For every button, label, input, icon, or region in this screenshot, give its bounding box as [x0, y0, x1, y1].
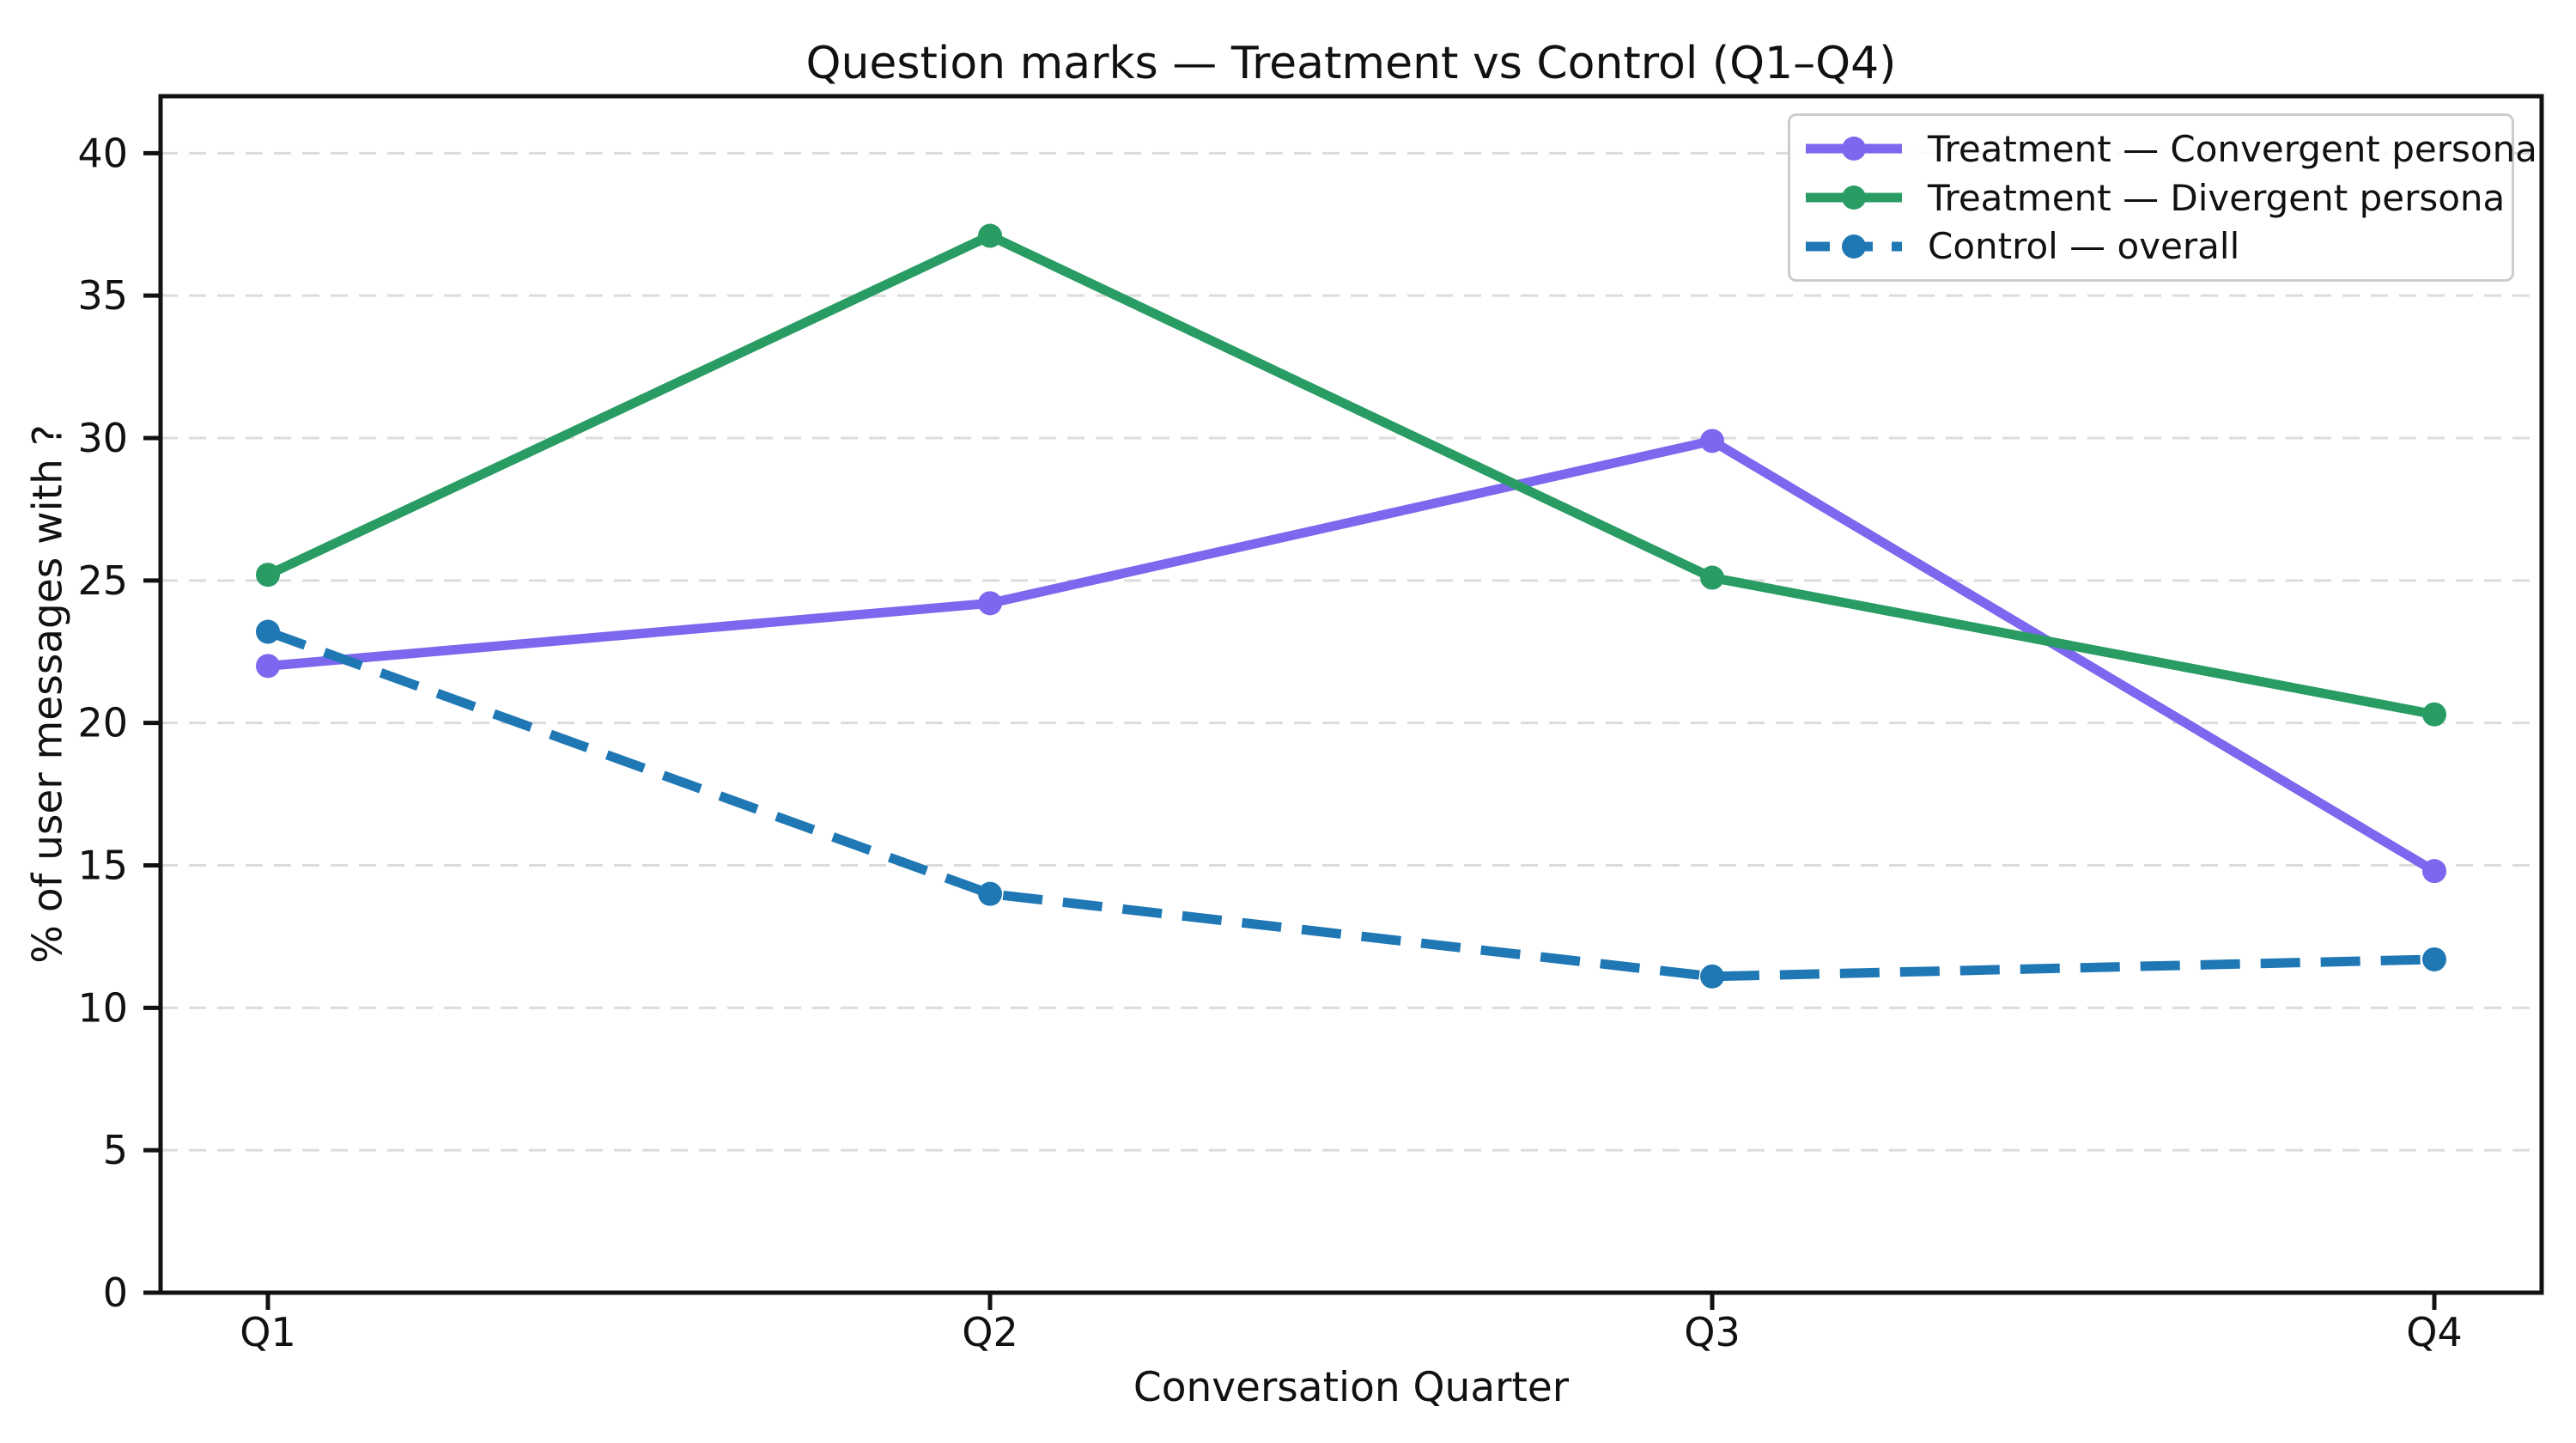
series-0-marker-Q2 — [978, 591, 1002, 616]
y-tick-label-15: 15 — [77, 843, 128, 889]
x-tick-label-Q4: Q4 — [2406, 1309, 2462, 1355]
legend-item-treatment-convergent: Treatment — Convergent persona — [1802, 128, 2537, 170]
series-2-marker-Q2 — [978, 881, 1002, 906]
series-line-2 — [266, 627, 2435, 982]
legend-swatch-line-dot-icon — [1806, 137, 1902, 161]
legend-swatch-dashed-line-dot-icon — [1806, 234, 1902, 259]
y-tick-label-5: 5 — [103, 1127, 128, 1173]
legend-label: Treatment — Convergent persona — [1928, 127, 2537, 170]
series-line-0 — [267, 435, 2437, 875]
y-tick-label-20: 20 — [77, 700, 128, 746]
series-0-marker-Q3 — [1700, 429, 1724, 454]
series-0-marker-Q1 — [256, 654, 280, 679]
series-1-marker-Q1 — [256, 563, 280, 588]
plot-border — [158, 94, 2544, 1295]
series-1-marker-Q3 — [1700, 565, 1724, 590]
y-axis-label: % of user messages with ? — [24, 424, 72, 964]
legend-item-treatment-divergent: Treatment — Divergent persona — [1802, 176, 2506, 219]
series-2-marker-Q4 — [2422, 947, 2446, 971]
x-tick-label-Q3: Q3 — [1684, 1309, 1740, 1355]
legend-label: Control — overall — [1928, 225, 2240, 268]
series-1-marker-Q2 — [978, 223, 1002, 248]
series-line-1 — [265, 230, 2436, 720]
legend-label: Treatment — Divergent persona — [1928, 176, 2506, 219]
y-tick-label-25: 25 — [77, 557, 128, 604]
y-tick-label-35: 35 — [77, 272, 128, 319]
x-tick-label-Q2: Q2 — [962, 1309, 1018, 1355]
legend-swatch-line-dot-icon — [1806, 186, 1902, 210]
legend-item-control-overall: Control — overall — [1802, 225, 2503, 267]
y-tick-label-10: 10 — [77, 984, 128, 1031]
y-tick-label-40: 40 — [77, 130, 128, 176]
x-tick-label-Q1: Q1 — [240, 1309, 295, 1355]
y-tick-label-30: 30 — [77, 415, 128, 461]
legend: Treatment — Convergent persona Treatment… — [1788, 113, 2537, 282]
x-axis-label: Conversation Quarter — [1133, 1364, 1570, 1411]
series-0-marker-Q4 — [2422, 859, 2446, 884]
chart-title: Question marks — Treatment vs Control (Q… — [805, 38, 1897, 89]
y-tick-label-0: 0 — [103, 1269, 128, 1316]
series-2-marker-Q3 — [1700, 964, 1724, 989]
series-2-marker-Q1 — [256, 619, 280, 644]
series-1-marker-Q4 — [2422, 702, 2446, 727]
